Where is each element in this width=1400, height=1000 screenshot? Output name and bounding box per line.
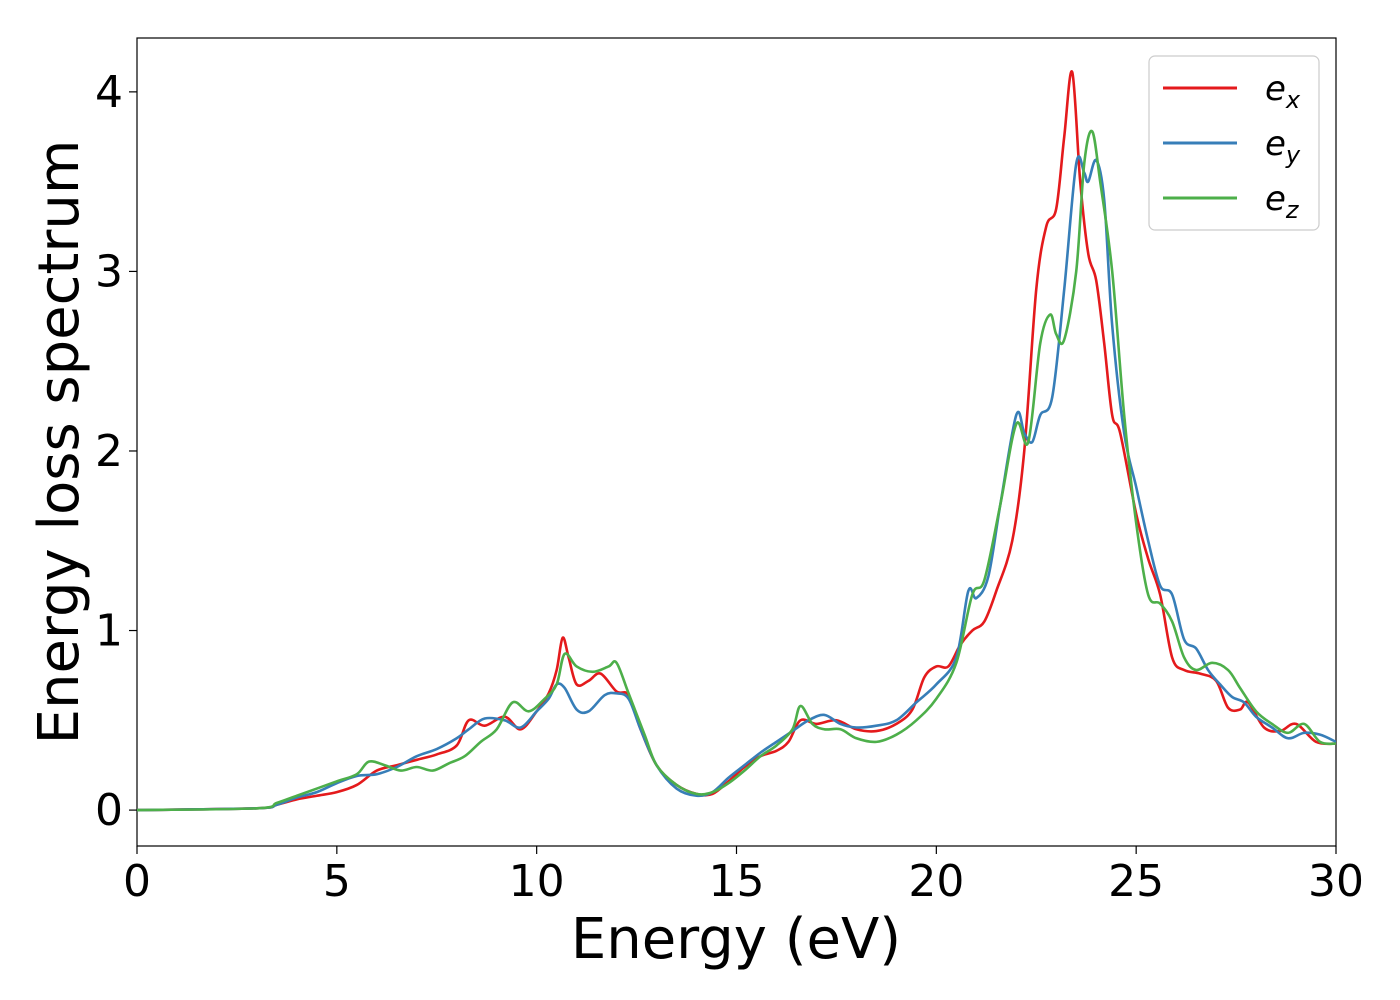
x-tick-label: 15: [709, 856, 765, 907]
y-tick-label: 0: [95, 785, 123, 836]
legend: ex ey ez: [1148, 55, 1320, 231]
series-line-y: [137, 155, 1336, 812]
x-tick-label: 25: [1108, 856, 1164, 907]
plot-area: [136, 37, 1337, 847]
series-line-x: [137, 70, 1336, 812]
series-line-z: [137, 129, 1336, 812]
legend-label-z: ez: [1265, 179, 1300, 224]
series-lines: [137, 70, 1336, 812]
legend-label-x: ex: [1265, 69, 1301, 114]
x-tick-label: 10: [509, 856, 565, 907]
y-tick-label: 1: [95, 606, 123, 657]
x-axis-title: Energy (eV): [571, 907, 901, 972]
y-axis-title: Energy loss spectrum: [27, 140, 92, 745]
x-tick-label: 0: [123, 856, 151, 907]
y-tick-label: 3: [95, 246, 123, 297]
y-tick-label: 4: [95, 67, 123, 118]
x-tick-label: 5: [323, 856, 351, 907]
y-tick-label: 2: [95, 426, 123, 477]
legend-label-y: ey: [1265, 124, 1301, 169]
x-tick-label: 20: [908, 856, 964, 907]
axis-ticks: 0 5 10 15 20 25 30 0 1 2 3 4: [95, 67, 1364, 907]
x-tick-label: 30: [1308, 856, 1364, 907]
